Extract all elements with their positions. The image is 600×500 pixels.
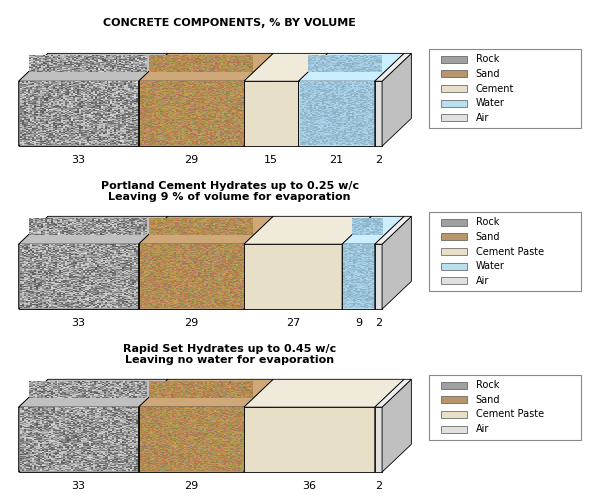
Text: Sand: Sand [476, 232, 500, 242]
Text: 33: 33 [71, 156, 86, 166]
Polygon shape [375, 81, 382, 146]
Text: 29: 29 [184, 482, 199, 492]
Text: Sand: Sand [476, 395, 500, 405]
Polygon shape [375, 216, 404, 309]
Bar [440, 234, 467, 240]
Bar [429, 48, 581, 128]
Text: Rapid Set Hydrates up to 0.45 w/c
Leaving no water for evaporation: Rapid Set Hydrates up to 0.45 w/c Leavin… [123, 344, 336, 365]
Polygon shape [244, 54, 328, 81]
Polygon shape [342, 244, 375, 309]
Bar [440, 218, 467, 226]
Text: Rock: Rock [476, 380, 499, 390]
Polygon shape [19, 216, 48, 309]
Bar [440, 248, 467, 255]
Polygon shape [19, 380, 48, 472]
Text: 2: 2 [375, 482, 382, 492]
Text: Sand: Sand [476, 69, 500, 79]
Polygon shape [298, 81, 375, 146]
Polygon shape [375, 54, 404, 146]
Bar [440, 56, 467, 62]
Bar [440, 114, 467, 121]
Text: 33: 33 [71, 318, 86, 328]
Polygon shape [139, 81, 244, 146]
Polygon shape [375, 407, 382, 472]
Polygon shape [244, 81, 298, 146]
Text: Air: Air [476, 276, 489, 286]
Polygon shape [244, 216, 371, 244]
Bar [440, 426, 467, 432]
Bar [440, 396, 467, 404]
Polygon shape [139, 216, 168, 309]
Text: 27: 27 [286, 318, 300, 328]
Polygon shape [375, 216, 412, 244]
Polygon shape [382, 380, 412, 472]
Polygon shape [342, 216, 371, 309]
Text: 33: 33 [71, 482, 86, 492]
Polygon shape [19, 54, 48, 146]
Polygon shape [139, 54, 168, 146]
Text: Portland Cement Hydrates up to 0.25 w/c
Leaving 9 % of volume for evaporation: Portland Cement Hydrates up to 0.25 w/c … [101, 180, 359, 203]
Polygon shape [375, 244, 382, 309]
Text: Water: Water [476, 98, 505, 108]
Text: 29: 29 [184, 318, 199, 328]
Polygon shape [382, 54, 412, 146]
Polygon shape [244, 244, 342, 309]
Polygon shape [298, 54, 328, 146]
Polygon shape [19, 54, 168, 81]
Bar [440, 70, 467, 78]
Text: 9: 9 [355, 318, 362, 328]
Text: Cement: Cement [476, 84, 514, 94]
Bar [440, 85, 467, 92]
Text: Air: Air [476, 113, 489, 123]
Polygon shape [244, 380, 404, 407]
Bar [440, 278, 467, 284]
Polygon shape [375, 54, 412, 81]
Polygon shape [19, 407, 139, 472]
Polygon shape [298, 54, 404, 81]
Polygon shape [342, 216, 404, 244]
Polygon shape [139, 244, 244, 309]
Text: Air: Air [476, 424, 489, 434]
Text: 36: 36 [302, 482, 316, 492]
Text: 2: 2 [375, 156, 382, 166]
Text: Rock: Rock [476, 54, 499, 64]
Polygon shape [139, 54, 273, 81]
Text: 29: 29 [184, 156, 199, 166]
Text: Water: Water [476, 261, 505, 271]
Polygon shape [139, 407, 244, 472]
Polygon shape [375, 380, 412, 407]
Polygon shape [244, 407, 375, 472]
Polygon shape [244, 216, 273, 309]
Polygon shape [375, 380, 404, 472]
Text: Rock: Rock [476, 217, 499, 227]
Polygon shape [244, 54, 273, 146]
Bar [429, 212, 581, 292]
Text: Cement Paste: Cement Paste [476, 246, 544, 256]
Text: 2: 2 [375, 318, 382, 328]
Polygon shape [244, 380, 273, 472]
Bar [440, 382, 467, 388]
Polygon shape [382, 216, 412, 309]
Text: 21: 21 [329, 156, 344, 166]
Polygon shape [139, 216, 273, 244]
Text: CONCRETE COMPONENTS, % BY VOLUME: CONCRETE COMPONENTS, % BY VOLUME [103, 18, 356, 28]
Text: Cement Paste: Cement Paste [476, 410, 544, 420]
Polygon shape [19, 81, 139, 146]
Polygon shape [139, 380, 168, 472]
Bar [440, 262, 467, 270]
Bar [440, 100, 467, 106]
Polygon shape [139, 380, 273, 407]
Text: 15: 15 [264, 156, 278, 166]
Polygon shape [19, 244, 139, 309]
Polygon shape [19, 216, 168, 244]
Bar [440, 411, 467, 418]
Bar [429, 374, 581, 440]
Polygon shape [19, 380, 168, 407]
